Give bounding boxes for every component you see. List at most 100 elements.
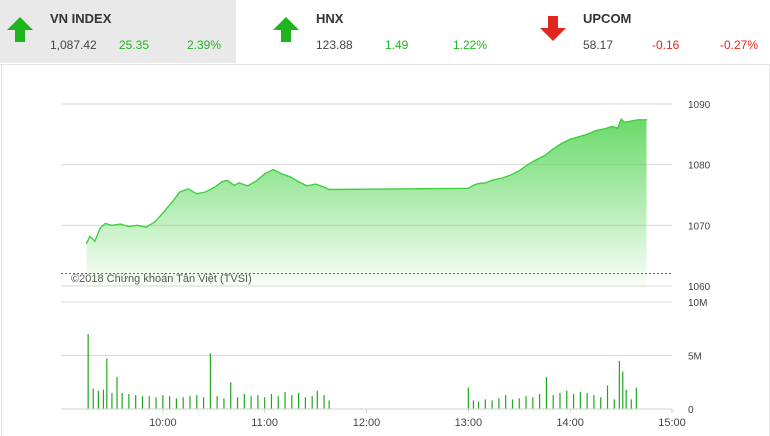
price-point <box>493 179 495 181</box>
price-point <box>264 173 266 175</box>
price-point <box>527 164 529 166</box>
ticker-vnindex[interactable]: VN INDEX 1,087.42 25.35 2.39% <box>0 0 236 63</box>
price-area <box>86 119 647 286</box>
volume-bar <box>539 394 541 409</box>
volume-bar <box>572 394 575 409</box>
volume-bar <box>284 391 286 409</box>
volume-bar <box>250 396 252 409</box>
price-point <box>603 128 605 130</box>
price-point <box>281 173 283 175</box>
ticker-value: 123.88 <box>316 38 353 52</box>
ticker-upcom[interactable]: UPCOM 58.17 -0.16 -0.27% <box>533 0 769 63</box>
ticker-change: -0.16 <box>652 38 680 52</box>
volume-bar <box>613 399 615 409</box>
price-point <box>623 121 626 123</box>
price-point <box>544 154 546 157</box>
ticker-change: 1.49 <box>385 38 409 52</box>
price-point <box>128 225 130 228</box>
volume-bar <box>169 396 171 409</box>
volume-bar <box>323 395 325 409</box>
price-point <box>595 130 597 132</box>
volume-bar <box>291 395 293 409</box>
volume-bar <box>148 396 150 409</box>
ticker-hnx[interactable]: HNX 123.88 1.49 1.22% <box>266 0 502 63</box>
price-tick-label: 1090 <box>688 100 711 111</box>
price-point <box>145 226 147 228</box>
volume-bar <box>92 388 94 409</box>
price-point <box>518 170 520 172</box>
x-tick-label: 12:00 <box>353 417 381 429</box>
volume-bar <box>552 395 554 409</box>
price-point <box>187 188 189 190</box>
price-point <box>111 224 113 226</box>
volume-bar <box>196 395 198 409</box>
ticker-value: 1,087.42 <box>50 38 97 52</box>
price-point <box>213 187 215 189</box>
volume-bar <box>162 395 164 409</box>
price-point <box>611 125 614 128</box>
volume-bar <box>216 396 218 409</box>
arrow-up-icon <box>7 17 33 42</box>
volume-bar <box>579 391 581 409</box>
volume-bar <box>97 390 99 409</box>
volume-bar <box>202 397 205 409</box>
price-point <box>204 191 206 193</box>
price-point <box>323 186 325 188</box>
arrow-up-icon <box>273 17 299 42</box>
volume-bar <box>116 376 118 409</box>
index-ticker-bar: VN INDEX 1,087.42 25.35 2.39% HNX 123.88… <box>0 0 770 65</box>
ticker-change: 25.35 <box>119 38 150 52</box>
price-tick-label: 1080 <box>688 161 711 172</box>
volume-bar <box>593 395 595 409</box>
ticker-name: UPCOM <box>583 11 632 26</box>
volume-bar <box>600 397 602 409</box>
volume-bar <box>311 396 313 409</box>
volume-bar <box>586 392 588 409</box>
volume-bar <box>498 398 500 409</box>
x-tick-label: 14:00 <box>556 417 584 429</box>
volume-bar <box>175 398 178 409</box>
volume-bar <box>141 396 144 409</box>
volume-bar <box>518 398 520 409</box>
volume-bar <box>491 400 493 409</box>
volume-bar <box>121 392 123 409</box>
price-point <box>645 119 648 121</box>
volume-bar <box>128 394 130 409</box>
x-tick-label: 13:00 <box>455 417 483 429</box>
ticker-percent: 1.22% <box>453 38 488 52</box>
price-point <box>535 159 537 161</box>
price-point <box>172 200 174 202</box>
price-tick-label: 1070 <box>688 221 711 232</box>
volume-bar <box>257 395 259 409</box>
x-tick-label: 10:00 <box>149 417 177 429</box>
volume-bar <box>264 397 266 409</box>
volume-bar <box>209 353 211 409</box>
price-point <box>255 180 257 182</box>
price-point <box>179 191 181 193</box>
copyright-watermark: ©2018 Chứng khoán Tân Việt (TVSI) <box>71 273 252 285</box>
price-point <box>153 221 155 223</box>
volume-bar <box>484 399 486 409</box>
volume-bar <box>618 360 620 409</box>
price-point <box>467 187 469 189</box>
volume-bar <box>304 397 306 409</box>
price-point <box>196 193 198 195</box>
price-point <box>99 227 101 229</box>
ticker-percent: -0.27% <box>720 38 759 52</box>
price-point <box>561 142 563 145</box>
price-point <box>477 182 480 185</box>
volume-bar <box>155 397 157 409</box>
volume-bar <box>635 387 637 409</box>
price-point <box>328 188 330 191</box>
price-point <box>89 235 91 237</box>
intraday-chart[interactable]: 1090 1080 1070 1060 ©2018 Chứng khoán Tân V… <box>0 64 770 436</box>
volume-bar <box>532 397 534 409</box>
price-point <box>617 127 619 129</box>
ticker-name: HNX <box>316 11 344 26</box>
price-point <box>314 183 317 185</box>
index-chart-area: 1090 1080 1070 1060 ©2018 Chứng khoán Tân V… <box>0 64 770 436</box>
volume-bar <box>135 395 137 409</box>
volume-bar <box>559 392 561 409</box>
x-tick-label: 11:00 <box>251 417 278 429</box>
price-point <box>94 240 96 242</box>
